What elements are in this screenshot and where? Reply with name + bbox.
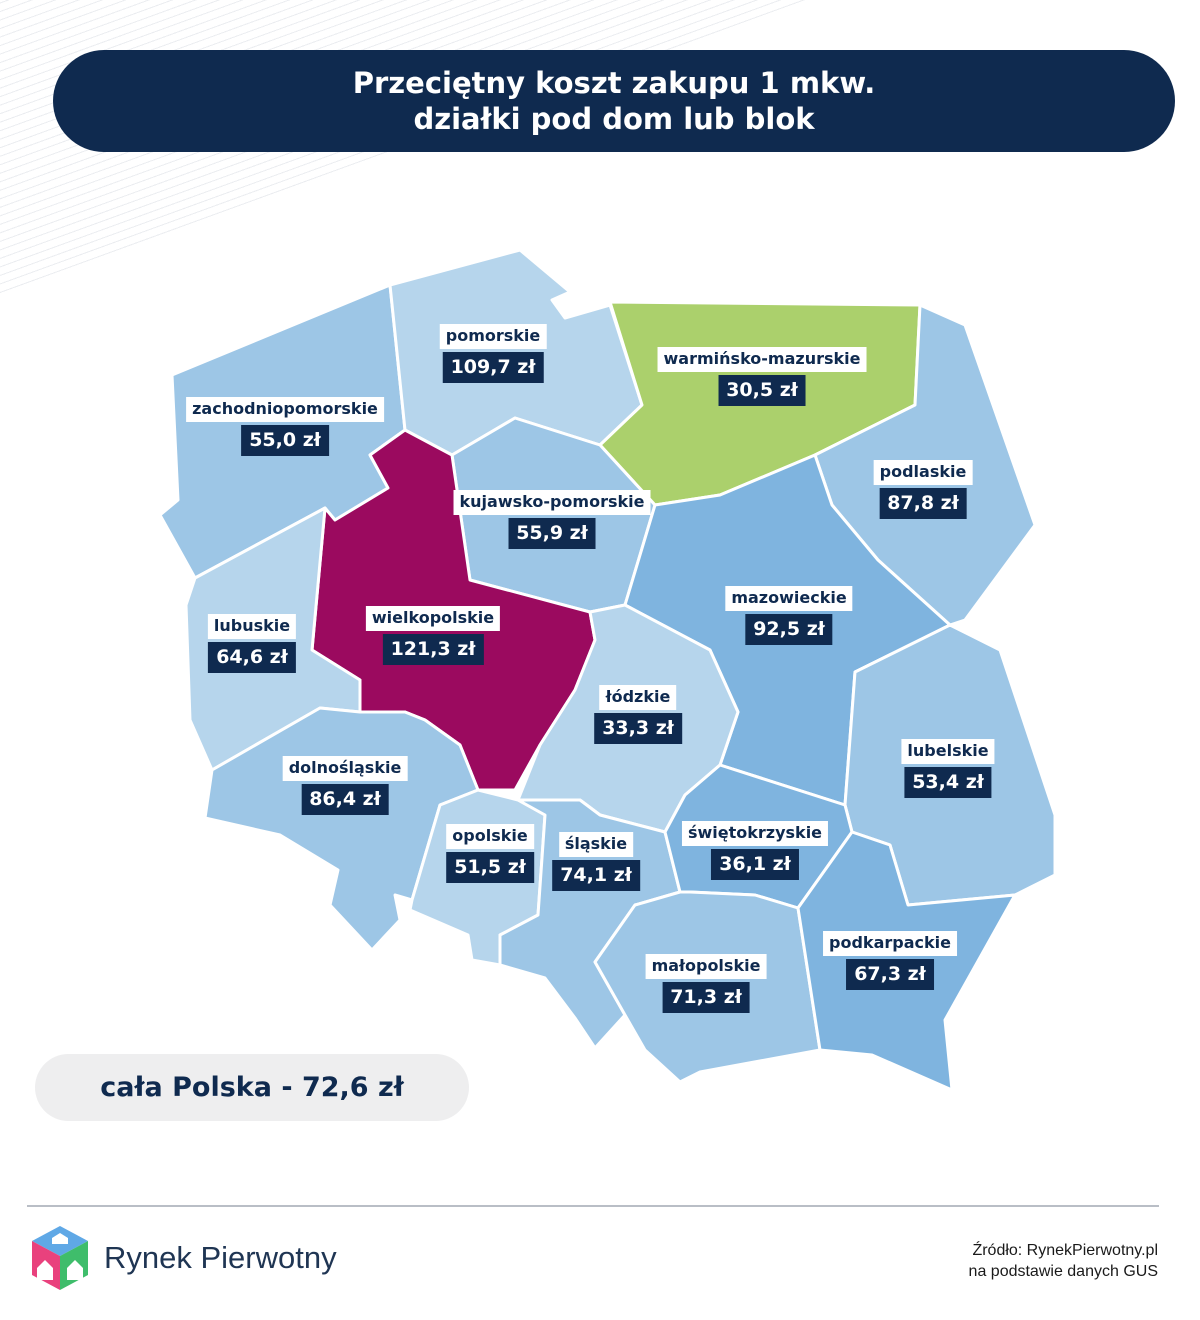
label-zachodniopomorskie: zachodniopomorskie 55,0 zł <box>186 397 384 456</box>
house-cube-logo-icon <box>32 1226 88 1290</box>
region-name: pomorskie <box>439 324 547 349</box>
region-value: 109,7 zł <box>442 352 544 383</box>
brand: Rynek Pierwotny <box>28 1222 337 1294</box>
region-name: małopolskie <box>645 954 767 979</box>
region-value: 92,5 zł <box>745 614 833 645</box>
region-value: 55,9 zł <box>508 518 596 549</box>
region-name: śląskie <box>558 832 634 857</box>
region-value: 33,3 zł <box>594 713 682 744</box>
label-mazowieckie: mazowieckie 92,5 zł <box>725 586 853 645</box>
national-average-text: cała Polska - 72,6 zł <box>100 1072 404 1103</box>
label-malopolskie: małopolskie 71,3 zł <box>645 954 767 1013</box>
region-value: 64,6 zł <box>208 642 296 673</box>
label-podlaskie: podlaskie 87,8 zł <box>873 460 973 519</box>
region-value: 71,3 zł <box>662 982 750 1013</box>
region-name: łódzkie <box>599 685 677 710</box>
region-value: 53,4 zł <box>904 767 992 798</box>
source-line-2: na podstawie danych GUS <box>968 1263 1158 1280</box>
region-name: świętokrzyskie <box>681 821 829 846</box>
region-value: 86,4 zł <box>301 784 389 815</box>
region-name: zachodniopomorskie <box>186 397 384 422</box>
region-value: 55,0 zł <box>241 425 329 456</box>
title-line-1: Przeciętny koszt zakupu 1 mkw. <box>352 66 876 100</box>
brand-name: Rynek Pierwotny <box>104 1240 337 1275</box>
title-line-2: działki pod dom lub blok <box>413 102 815 136</box>
region-value: 87,8 zł <box>879 488 967 519</box>
region-name: kujawsko-pomorskie <box>453 490 651 515</box>
label-podkarpackie: podkarpackie 67,3 zł <box>823 931 957 990</box>
source-note: Źródło: RynekPierwotny.pl na podstawie d… <box>969 1240 1158 1282</box>
region-value: 74,1 zł <box>552 860 640 891</box>
label-dolnoslaskie: dolnośląskie 86,4 zł <box>282 756 408 815</box>
label-lubuskie: lubuskie 64,6 zł <box>207 614 297 673</box>
region-name: dolnośląskie <box>282 756 408 781</box>
region-name: wielkopolskie <box>365 606 501 631</box>
region-name: lubelskie <box>901 739 995 764</box>
region-name: podlaskie <box>873 460 973 485</box>
label-pomorskie: pomorskie 109,7 zł <box>439 324 547 383</box>
label-kujawsko-pomorskie: kujawsko-pomorskie 55,9 zł <box>453 490 651 549</box>
region-value: 36,1 zł <box>711 849 799 880</box>
region-name: opolskie <box>446 824 534 849</box>
region-name: podkarpackie <box>823 931 957 956</box>
region-name: mazowieckie <box>725 586 853 611</box>
label-opolskie: opolskie 51,5 zł <box>446 824 534 883</box>
source-line-1: Źródło: RynekPierwotny.pl <box>972 1242 1158 1259</box>
label-slaskie: śląskie 74,1 zł <box>552 832 640 891</box>
national-average-badge: cała Polska - 72,6 zł <box>35 1054 469 1121</box>
footer-divider <box>27 1205 1159 1207</box>
label-swietokrzyskie: świętokrzyskie 36,1 zł <box>681 821 829 880</box>
region-value: 121,3 zł <box>382 634 484 665</box>
region-name: warmińsko-mazurskie <box>657 347 867 372</box>
label-lubelskie: lubelskie 53,4 zł <box>901 739 995 798</box>
label-lodzkie: łódzkie 33,3 zł <box>594 685 682 744</box>
label-wielkopolskie: wielkopolskie 121,3 zł <box>365 606 501 665</box>
region-value: 51,5 zł <box>446 852 534 883</box>
title-bar: Przeciętny koszt zakupu 1 mkw. działki p… <box>53 50 1175 152</box>
region-name: lubuskie <box>207 614 297 639</box>
label-warminsko-mazurskie: warmińsko-mazurskie 30,5 zł <box>657 347 867 406</box>
region-value: 30,5 zł <box>718 375 806 406</box>
region-value: 67,3 zł <box>846 959 934 990</box>
